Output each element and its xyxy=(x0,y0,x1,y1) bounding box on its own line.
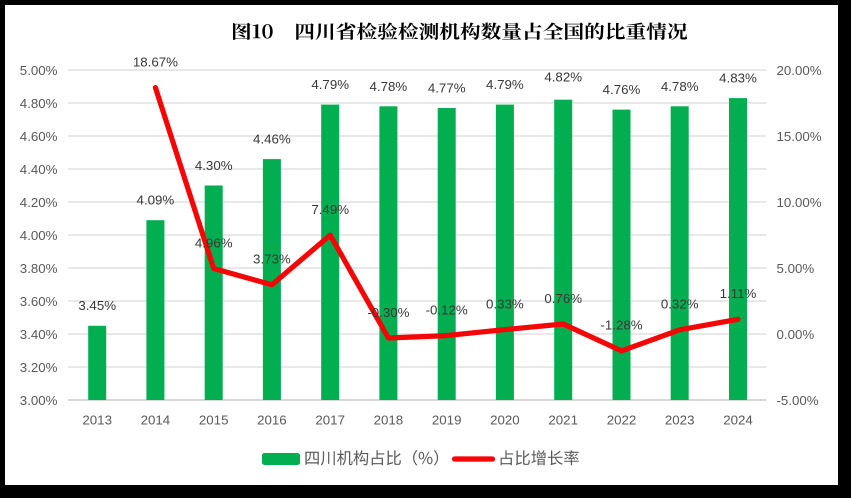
svg-text:2013: 2013 xyxy=(82,412,112,427)
svg-text:4.09%: 4.09% xyxy=(137,193,175,208)
svg-text:5.00%: 5.00% xyxy=(20,63,58,78)
svg-text:2014: 2014 xyxy=(141,412,171,427)
svg-text:4.78%: 4.78% xyxy=(370,79,408,94)
svg-text:3.60%: 3.60% xyxy=(20,294,58,309)
svg-text:0.32%: 0.32% xyxy=(661,297,699,312)
svg-text:-0.30%: -0.30% xyxy=(367,305,409,320)
svg-text:2017: 2017 xyxy=(315,412,345,427)
svg-text:3.73%: 3.73% xyxy=(253,252,291,267)
svg-text:-5.00%: -5.00% xyxy=(777,393,819,408)
svg-text:2019: 2019 xyxy=(432,412,462,427)
svg-text:4.00%: 4.00% xyxy=(20,228,58,243)
svg-text:1.11%: 1.11% xyxy=(720,286,757,301)
svg-text:4.80%: 4.80% xyxy=(20,96,58,111)
svg-text:3.40%: 3.40% xyxy=(20,327,58,342)
svg-text:4.46%: 4.46% xyxy=(253,132,291,147)
svg-text:2020: 2020 xyxy=(490,412,520,427)
svg-text:2024: 2024 xyxy=(723,412,753,427)
svg-text:20.00%: 20.00% xyxy=(777,63,822,78)
svg-text:4.40%: 4.40% xyxy=(20,162,58,177)
svg-text:2023: 2023 xyxy=(665,412,695,427)
svg-text:2018: 2018 xyxy=(374,412,404,427)
svg-text:4.79%: 4.79% xyxy=(486,77,524,92)
svg-text:4.83%: 4.83% xyxy=(719,71,757,86)
svg-text:4.60%: 4.60% xyxy=(20,129,58,144)
svg-text:0.76%: 0.76% xyxy=(544,291,582,306)
svg-text:5.00%: 5.00% xyxy=(777,261,815,276)
svg-text:18.67%: 18.67% xyxy=(133,54,178,69)
svg-text:2015: 2015 xyxy=(199,412,229,427)
svg-text:4.77%: 4.77% xyxy=(428,81,466,96)
svg-text:4.78%: 4.78% xyxy=(661,79,699,94)
svg-text:15.00%: 15.00% xyxy=(777,129,822,144)
svg-text:3.20%: 3.20% xyxy=(20,360,58,375)
svg-text:4.79%: 4.79% xyxy=(311,77,349,92)
svg-text:2016: 2016 xyxy=(257,412,287,427)
svg-text:4.20%: 4.20% xyxy=(20,195,58,210)
svg-text:4.76%: 4.76% xyxy=(603,82,641,97)
svg-text:10.00%: 10.00% xyxy=(777,195,822,210)
svg-text:-0.12%: -0.12% xyxy=(426,302,468,317)
svg-text:4.82%: 4.82% xyxy=(544,70,582,85)
svg-text:0.33%: 0.33% xyxy=(486,296,524,311)
svg-text:7.49%: 7.49% xyxy=(311,202,349,217)
svg-text:0.00%: 0.00% xyxy=(777,327,815,342)
svg-text:2021: 2021 xyxy=(548,412,578,427)
svg-text:-1.28%: -1.28% xyxy=(600,318,642,333)
svg-text:2022: 2022 xyxy=(607,412,637,427)
svg-text:3.00%: 3.00% xyxy=(20,393,58,408)
svg-text:3.80%: 3.80% xyxy=(20,261,58,276)
svg-text:3.45%: 3.45% xyxy=(78,298,116,313)
svg-text:4.96%: 4.96% xyxy=(195,235,233,250)
svg-text:4.30%: 4.30% xyxy=(195,158,233,173)
